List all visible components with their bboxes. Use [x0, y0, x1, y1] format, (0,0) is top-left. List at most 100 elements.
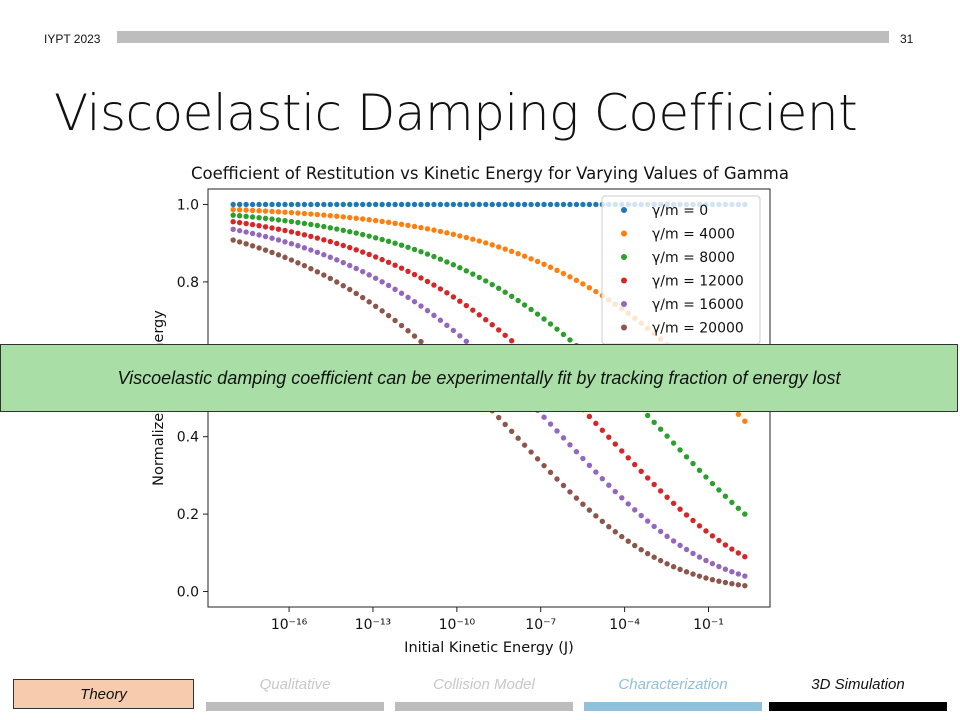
data-point	[683, 569, 690, 575]
data-point	[534, 258, 541, 265]
data-point	[716, 487, 722, 493]
data-point	[282, 218, 288, 224]
data-point	[554, 267, 560, 274]
data-point	[327, 201, 334, 208]
data-point	[314, 249, 321, 256]
data-point	[670, 538, 677, 544]
data-point	[340, 227, 346, 234]
data-point	[593, 201, 599, 208]
data-point	[573, 201, 580, 208]
data-point	[437, 317, 444, 323]
data-point	[541, 316, 547, 322]
data-point	[392, 240, 398, 246]
data-point	[567, 442, 573, 448]
data-point	[703, 474, 709, 480]
data-point	[651, 481, 657, 488]
data-point	[398, 290, 405, 296]
data-point	[735, 505, 742, 512]
data-point	[735, 582, 742, 588]
data-point	[392, 201, 398, 208]
legend-marker	[621, 254, 627, 260]
data-point	[580, 501, 586, 507]
footer-tab-3d-simulation[interactable]: 3D Simulation	[811, 676, 905, 693]
data-point	[496, 414, 502, 421]
data-point	[696, 523, 703, 529]
data-point	[314, 201, 321, 208]
data-point	[314, 269, 321, 275]
data-point	[366, 251, 372, 258]
data-point	[262, 247, 269, 253]
series-16000	[230, 226, 748, 579]
data-point	[347, 262, 353, 269]
data-point	[690, 517, 696, 524]
data-point	[379, 308, 385, 314]
data-point	[437, 201, 444, 208]
data-point	[269, 235, 275, 241]
data-point	[593, 288, 599, 295]
footer-tab-characterization[interactable]: Characterization	[618, 676, 728, 693]
data-point	[392, 220, 398, 226]
data-point	[334, 279, 340, 285]
data-point	[288, 241, 295, 247]
data-point	[353, 230, 359, 236]
data-point	[677, 506, 683, 512]
data-point	[411, 298, 418, 305]
data-point	[262, 233, 269, 240]
data-point	[483, 278, 489, 284]
footer-tab-collision-model[interactable]: Collision Model	[433, 676, 535, 693]
data-point	[541, 261, 547, 267]
data-point	[644, 475, 651, 481]
data-point	[560, 201, 567, 208]
data-point	[742, 418, 748, 424]
data-point	[560, 435, 567, 441]
data-point	[541, 414, 547, 420]
data-point	[249, 221, 256, 228]
data-point	[334, 257, 340, 263]
data-point	[489, 322, 495, 328]
data-point	[360, 249, 366, 255]
theory-tab[interactable]: Theory	[13, 679, 194, 709]
data-point	[327, 238, 334, 245]
data-point	[664, 561, 670, 567]
data-point	[657, 557, 664, 564]
data-point	[347, 286, 353, 293]
data-point	[657, 528, 664, 535]
data-point	[457, 265, 463, 271]
data-point	[295, 243, 301, 249]
data-point	[696, 554, 703, 560]
data-point	[664, 433, 670, 439]
data-point	[275, 217, 282, 223]
data-point	[496, 285, 502, 292]
data-point	[722, 579, 729, 586]
data-point	[463, 201, 470, 208]
data-point	[360, 201, 366, 208]
data-point	[476, 312, 482, 318]
data-point	[599, 518, 606, 525]
data-point	[269, 216, 275, 222]
data-point	[288, 257, 295, 263]
data-point	[392, 317, 398, 324]
data-point	[644, 518, 651, 524]
data-point	[372, 275, 379, 281]
data-point	[651, 523, 657, 530]
data-point	[625, 455, 631, 461]
data-point	[476, 201, 482, 208]
data-point	[269, 249, 275, 256]
data-point	[677, 542, 683, 549]
data-point	[308, 221, 314, 228]
data-point	[340, 259, 346, 266]
data-point	[632, 461, 638, 468]
data-point	[450, 231, 457, 238]
data-point	[385, 282, 392, 289]
data-point	[716, 578, 722, 584]
data-point	[295, 230, 301, 237]
data-point	[567, 201, 573, 208]
data-point	[301, 210, 308, 217]
data-point	[379, 256, 385, 263]
data-point	[502, 201, 508, 208]
data-point	[606, 482, 612, 488]
footer-tab-qualitative[interactable]: Qualitative	[259, 676, 331, 693]
data-point	[437, 256, 444, 262]
data-point	[508, 293, 515, 300]
data-point	[275, 209, 282, 215]
